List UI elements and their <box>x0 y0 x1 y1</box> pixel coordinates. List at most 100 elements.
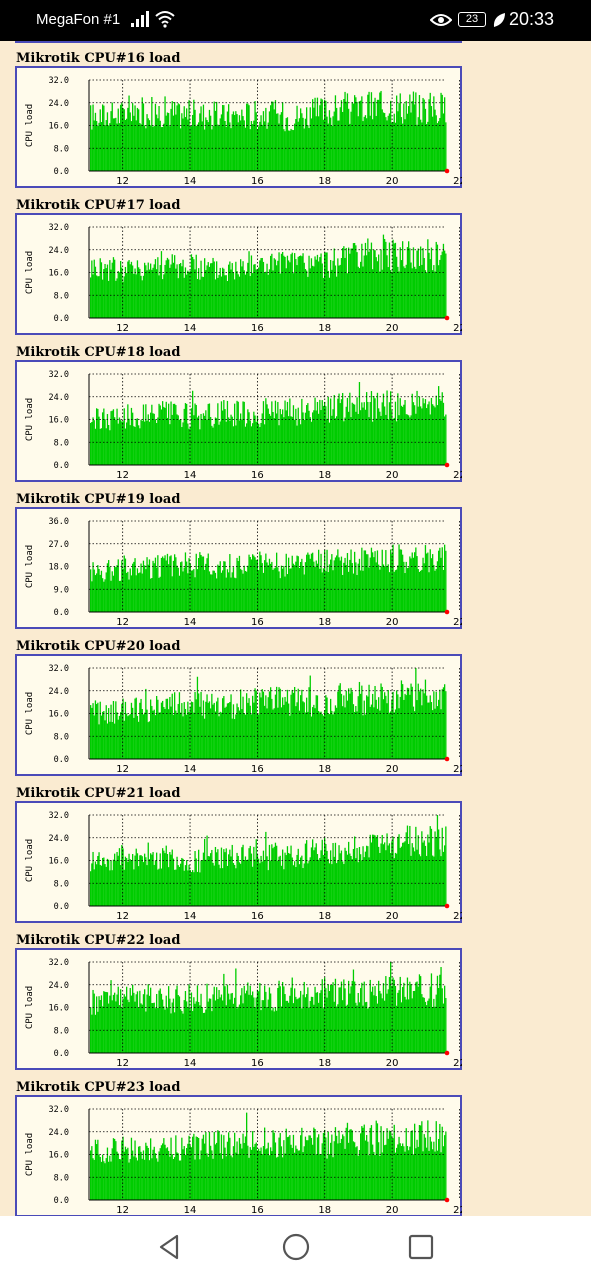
series-bar <box>388 242 391 318</box>
series-bar <box>165 260 167 318</box>
series-bar <box>91 581 93 612</box>
series-bar <box>412 402 415 465</box>
series-bar <box>241 709 243 759</box>
series-bar <box>265 107 267 171</box>
series-bar <box>176 985 178 1053</box>
series-bar <box>433 856 435 906</box>
recents-button[interactable] <box>406 1232 436 1262</box>
series-bar <box>115 419 117 465</box>
series-bar <box>208 403 211 465</box>
series-bar <box>232 862 235 906</box>
series-bar <box>422 248 424 318</box>
x-tick-label: 20 <box>386 470 399 481</box>
series-bar <box>157 869 159 906</box>
series-bar <box>418 691 421 759</box>
series-bar <box>207 553 209 612</box>
x-tick-label: 22 <box>453 911 462 922</box>
series-bar <box>274 694 277 759</box>
series-bar <box>120 712 122 759</box>
series-bar <box>331 984 333 1053</box>
series-bar <box>360 854 362 906</box>
series-bar <box>314 847 316 906</box>
series-bar <box>436 815 439 906</box>
series-bar <box>210 115 212 171</box>
series-bar <box>430 1141 433 1200</box>
series-bar <box>96 1144 98 1200</box>
series-bar <box>106 992 109 1053</box>
series-bar <box>324 252 326 318</box>
series-bar <box>253 1146 255 1200</box>
series-bar <box>362 407 364 465</box>
series-bar <box>378 1142 380 1200</box>
series-bar <box>158 403 160 465</box>
series-bar <box>394 985 397 1053</box>
series-bar <box>237 274 239 318</box>
series-bar <box>96 864 98 906</box>
series-bar <box>166 257 169 318</box>
series-bar <box>93 420 95 465</box>
series-bar <box>169 556 171 612</box>
home-button[interactable] <box>281 1232 311 1262</box>
series-bar <box>282 409 284 465</box>
series-bar <box>169 852 171 906</box>
series-bar <box>366 1001 368 1053</box>
series-bar <box>255 269 257 318</box>
series-bar <box>433 998 435 1053</box>
series-bar <box>337 1004 339 1053</box>
back-button[interactable] <box>155 1232 185 1262</box>
series-bar <box>398 103 400 171</box>
series-bar <box>374 1154 376 1200</box>
series-bar <box>166 112 169 171</box>
charts-container[interactable]: Mikrotik CPU#16 load 32.0 24.0 16.0 8.0 0.0 12… <box>0 0 591 1216</box>
series-bar <box>183 702 185 759</box>
series-bar <box>352 1141 355 1200</box>
series-bar <box>360 100 362 171</box>
series-bar <box>152 710 154 759</box>
series-bar <box>430 247 433 318</box>
series-bar <box>372 1144 374 1200</box>
series-bar <box>272 101 274 171</box>
series-bar <box>290 568 292 612</box>
series-bar <box>408 999 410 1053</box>
series-bar <box>166 698 169 759</box>
series-bar <box>128 418 130 465</box>
series-bar <box>358 847 361 906</box>
series-bar <box>234 577 236 612</box>
series-bar <box>436 244 439 318</box>
current-time-marker <box>444 462 450 468</box>
series-bar <box>153 264 155 318</box>
series-bar <box>90 1150 92 1200</box>
series-bar <box>162 556 164 612</box>
series-bar <box>321 263 323 318</box>
series-bar <box>382 234 385 318</box>
series-bar <box>145 1011 147 1053</box>
series-bar <box>279 1133 281 1200</box>
series-bar <box>295 1145 297 1200</box>
series-bar <box>129 568 131 612</box>
series-bar <box>295 996 297 1053</box>
series-bar <box>420 1125 422 1200</box>
series-bar <box>192 390 194 465</box>
series-bar <box>382 112 385 171</box>
series-bar <box>356 397 358 465</box>
series-bar <box>123 869 125 906</box>
series-bar <box>397 694 399 759</box>
series-bar <box>212 125 214 171</box>
series-bar <box>268 269 271 318</box>
series-bar <box>103 105 105 171</box>
series-bar <box>321 572 323 612</box>
x-tick-label: 16 <box>251 470 264 481</box>
series-bar <box>196 1137 199 1200</box>
series-bar <box>207 1156 209 1200</box>
series-bar <box>404 400 406 465</box>
series-bar <box>303 1146 305 1200</box>
series-bar <box>319 399 321 465</box>
series-bar <box>306 697 308 759</box>
series-bar <box>261 861 263 906</box>
series-bar <box>396 1005 398 1053</box>
series-bar <box>270 563 272 612</box>
series-bar <box>422 557 424 612</box>
series-bar <box>381 998 383 1053</box>
series-bar <box>397 111 399 171</box>
series-bar <box>164 555 166 612</box>
